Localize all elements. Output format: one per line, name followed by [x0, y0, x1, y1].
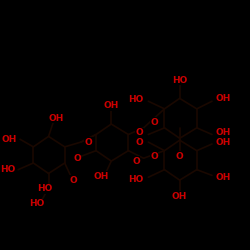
Text: OH: OH	[216, 138, 231, 146]
Text: HO: HO	[128, 95, 144, 104]
Text: OH: OH	[48, 114, 64, 123]
Text: OH: OH	[104, 102, 119, 110]
Text: O: O	[70, 176, 77, 184]
Text: OH: OH	[216, 128, 231, 137]
Text: OH: OH	[93, 172, 108, 181]
Text: HO: HO	[172, 76, 187, 85]
Text: O: O	[136, 138, 143, 146]
Text: HO: HO	[128, 175, 144, 184]
Text: O: O	[176, 152, 184, 161]
Text: O: O	[132, 156, 140, 166]
Text: O: O	[150, 152, 158, 161]
Text: O: O	[136, 128, 143, 137]
Text: O: O	[84, 138, 92, 146]
Text: OH: OH	[216, 173, 231, 182]
Text: O: O	[150, 118, 158, 127]
Text: HO: HO	[37, 184, 52, 193]
Text: OH: OH	[2, 135, 17, 144]
Text: OH: OH	[172, 192, 187, 201]
Text: HO: HO	[0, 165, 15, 174]
Text: HO: HO	[30, 199, 45, 208]
Text: OH: OH	[216, 94, 231, 103]
Text: O: O	[73, 154, 81, 163]
